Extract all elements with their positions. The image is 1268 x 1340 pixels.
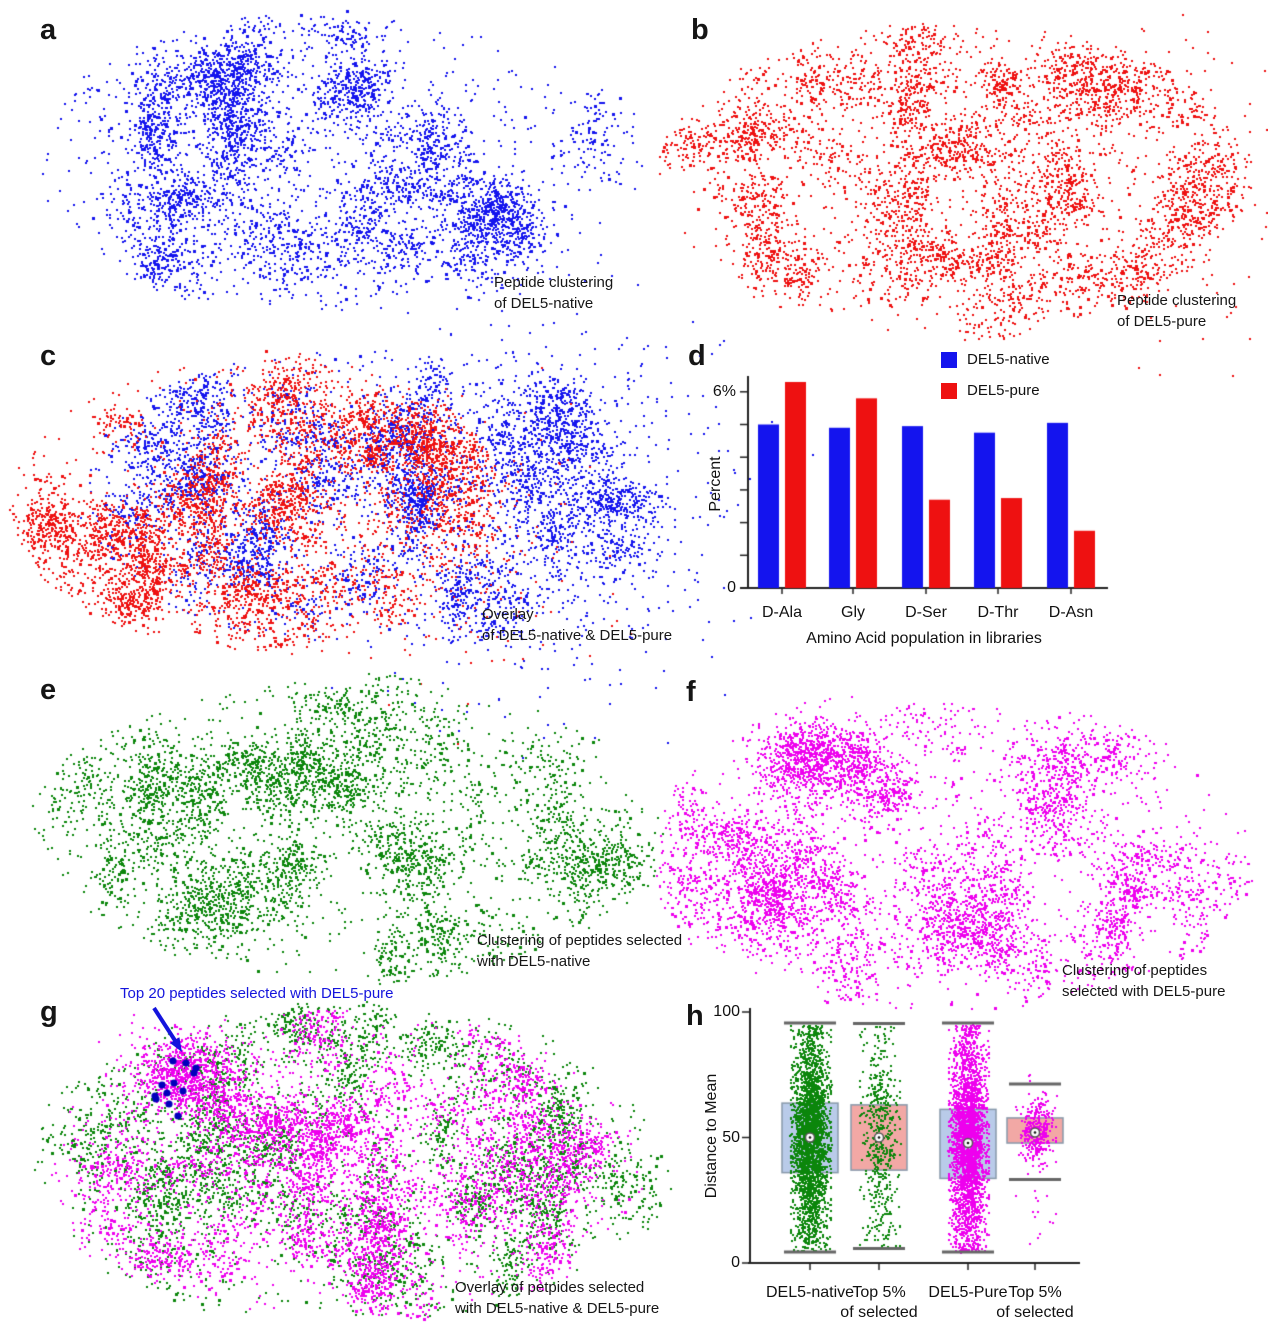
bar-category-D-Ser: D-Ser [905, 604, 947, 621]
bar-category-D-Thr: D-Thr [977, 604, 1019, 621]
panel-d-letter: d [688, 340, 706, 372]
panel-g-letter: g [40, 996, 58, 1028]
panel-a-letter: a [40, 14, 57, 46]
panel-f-caption-line2: selected with DEL5-pure [1062, 983, 1226, 1000]
bar-chart-legend: DEL5-native DEL5-pure [941, 352, 1050, 399]
box-category-3-line1: of selected [996, 1304, 1074, 1321]
bar-chart-ylabel: Percent [707, 456, 724, 512]
panel-b-letter: b [691, 14, 709, 46]
panel-e-caption: Clustering of peptides selected with DEL… [477, 930, 682, 972]
panel-g-caption-line2: with DEL5-native & DEL5-pure [455, 1300, 660, 1317]
panel-e-caption-line1: Clustering of peptides selected [477, 932, 683, 949]
bar-category-D-Ala: D-Ala [761, 604, 802, 621]
legend-swatch-DEL5-pure [941, 383, 957, 399]
bar-category-Gly: Gly [841, 604, 865, 621]
bar-category-D-Asn: D-Asn [1048, 604, 1094, 621]
legend-swatch-DEL5-native [941, 352, 957, 368]
legend-label-DEL5-pure: DEL5-pure [967, 382, 1040, 399]
bar-ytick-6%: 6% [712, 382, 736, 400]
panel-c-caption-line1: Overlay [482, 606, 534, 623]
legend-entry-DEL5-native: DEL5-native [941, 352, 1050, 368]
top20-arrow [152, 1006, 182, 1052]
panel-c-caption-line2: of DEL5-native & DEL5-pure [482, 627, 673, 644]
box-ytick-50: 50 [722, 1128, 740, 1146]
panel-f-caption-line1: Clustering of peptides [1062, 962, 1208, 979]
panel-b-caption-line1: Peptide clustering [1117, 292, 1237, 309]
legend-entry-DEL5-pure: DEL5-pure [941, 383, 1050, 399]
bar-ytick-0: 0 [727, 579, 736, 596]
panel-f-caption: Clustering of peptides selected with DEL… [1062, 960, 1225, 1002]
top20-annotation: Top 20 peptides selected with DEL5-pure [120, 985, 394, 1002]
box-category-1-line0: Top 5% [852, 1284, 906, 1301]
panel-e-letter: e [40, 674, 57, 706]
box-category-1-line1: of selected [840, 1304, 918, 1321]
box-ytick-100: 100 [713, 1003, 740, 1020]
box-category-3-line0: Top 5% [1008, 1284, 1062, 1301]
panel-a-caption-line2: of DEL5-native [494, 295, 594, 312]
bar-chart-xlabel: Amino Acid population in libraries [806, 630, 1042, 647]
panel-c-letter: c [40, 340, 57, 372]
panel-a-caption: Peptide clustering of DEL5-native [494, 272, 613, 314]
panel-b-caption-line2: of DEL5-pure [1117, 313, 1207, 330]
panel-g-caption-line1: Overlay of petpides selected [455, 1279, 645, 1296]
panel-g-caption: Overlay of petpides selected with DEL5-n… [455, 1277, 659, 1319]
legend-label-DEL5-native: DEL5-native [967, 351, 1050, 368]
box-ytick-0: 0 [731, 1254, 740, 1271]
panel-e-caption-line2: with DEL5-native [477, 953, 591, 970]
panel-c-caption: Overlay of DEL5-native & DEL5-pure [482, 604, 672, 646]
box-category-0-line0: DEL5-native [765, 1284, 855, 1301]
box-category-2-line0: DEL5-Pure [928, 1284, 1008, 1301]
panel-f-letter: f [686, 676, 696, 708]
panel-h-letter: h [686, 1000, 704, 1032]
panel-b-caption: Peptide clustering of DEL5-pure [1117, 290, 1236, 332]
panel-a-caption-line1: Peptide clustering [494, 274, 614, 291]
